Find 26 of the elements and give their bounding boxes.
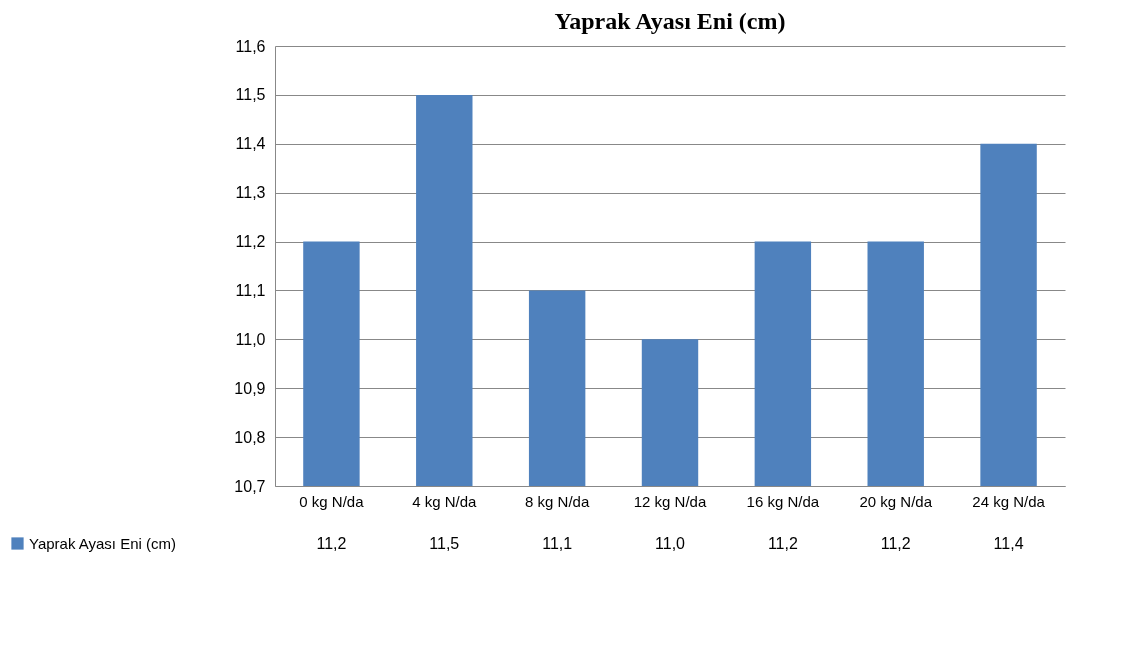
y-tick-label: 10,9 bbox=[234, 379, 266, 397]
x-tick-label: 24 kg N/da bbox=[972, 492, 1046, 510]
y-tick-label: 11,6 bbox=[235, 37, 266, 55]
chart-title: Yaprak Ayası Eni (cm) bbox=[554, 8, 786, 34]
y-tick-label: 11,4 bbox=[235, 135, 266, 153]
y-tick-label: 11,5 bbox=[235, 86, 266, 104]
y-tick-label: 10,7 bbox=[234, 477, 266, 495]
data-label: 11,2 bbox=[316, 535, 347, 552]
y-tick-label: 11,1 bbox=[235, 281, 266, 299]
x-tick-label: 8 kg N/da bbox=[525, 492, 590, 510]
x-tick-label: 0 kg N/da bbox=[299, 492, 365, 510]
y-tick-label: 10,8 bbox=[234, 428, 266, 446]
data-label: 11,5 bbox=[429, 535, 460, 552]
x-tick-label: 20 kg N/da bbox=[859, 492, 933, 510]
y-tick-label: 11,2 bbox=[235, 233, 266, 251]
y-tick-label: 11,0 bbox=[235, 330, 266, 348]
y-tick-label: 11,3 bbox=[235, 184, 266, 202]
data-label: 11,1 bbox=[542, 535, 573, 552]
legend-label: Yaprak Ayası Eni (cm) bbox=[29, 534, 176, 552]
x-tick-label: 12 kg N/da bbox=[633, 492, 707, 510]
data-label: 11,2 bbox=[767, 535, 798, 552]
x-tick-label: 16 kg N/da bbox=[746, 492, 820, 510]
data-label: 11,4 bbox=[993, 535, 1024, 552]
data-label: 11,0 bbox=[655, 535, 686, 552]
x-tick-label: 4 kg N/da bbox=[412, 492, 478, 510]
data-label: 11,2 bbox=[880, 535, 911, 552]
